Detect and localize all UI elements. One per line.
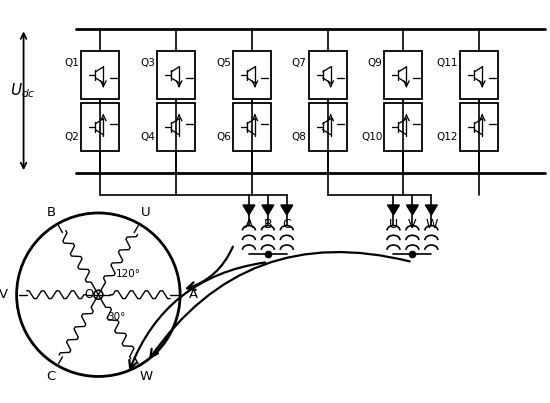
Text: Q6: Q6: [216, 132, 231, 142]
Polygon shape: [261, 124, 268, 132]
Text: Q1: Q1: [64, 58, 79, 68]
Bar: [309, 51, 346, 99]
Polygon shape: [185, 124, 192, 132]
Text: B: B: [263, 218, 272, 231]
Text: Q12: Q12: [437, 132, 458, 142]
Text: Q5: Q5: [216, 58, 231, 68]
Text: W: W: [139, 370, 152, 383]
Polygon shape: [425, 205, 437, 215]
Bar: [81, 51, 119, 99]
Bar: [233, 51, 271, 99]
Text: Q8: Q8: [292, 132, 307, 142]
Polygon shape: [185, 70, 192, 78]
Bar: [460, 103, 498, 151]
Text: Q9: Q9: [367, 58, 382, 68]
Polygon shape: [406, 205, 419, 215]
Polygon shape: [337, 124, 344, 132]
Text: W: W: [425, 218, 438, 231]
Polygon shape: [337, 70, 344, 78]
Text: Q10: Q10: [361, 132, 382, 142]
Bar: [157, 51, 195, 99]
Bar: [157, 103, 195, 151]
Text: A: A: [189, 288, 197, 301]
Polygon shape: [110, 124, 117, 132]
Polygon shape: [262, 205, 274, 215]
Text: Q11: Q11: [437, 58, 458, 68]
Text: $U_{dc}$: $U_{dc}$: [9, 81, 35, 100]
Text: U: U: [389, 218, 398, 231]
Bar: [233, 103, 271, 151]
Text: Q4: Q4: [140, 132, 155, 142]
Polygon shape: [413, 124, 420, 132]
Text: C: C: [46, 370, 56, 383]
Text: 120°: 120°: [116, 269, 141, 279]
Text: 30°: 30°: [107, 312, 126, 322]
Text: V: V: [408, 218, 417, 231]
Polygon shape: [110, 70, 117, 78]
Bar: [309, 103, 346, 151]
Text: C: C: [282, 218, 291, 231]
Polygon shape: [281, 205, 293, 215]
Polygon shape: [413, 70, 420, 78]
Text: Q3: Q3: [140, 58, 155, 68]
Polygon shape: [243, 205, 255, 215]
Text: O: O: [85, 288, 94, 301]
Polygon shape: [489, 70, 496, 78]
Polygon shape: [388, 205, 399, 215]
Bar: [460, 51, 498, 99]
Text: B: B: [46, 206, 56, 219]
Text: Q2: Q2: [64, 132, 79, 142]
Text: V: V: [0, 288, 8, 301]
Text: U: U: [141, 206, 151, 219]
Polygon shape: [489, 124, 496, 132]
Polygon shape: [261, 70, 268, 78]
Bar: [81, 103, 119, 151]
Text: Q7: Q7: [292, 58, 307, 68]
Bar: [384, 103, 422, 151]
Bar: [384, 51, 422, 99]
Text: A: A: [245, 218, 253, 231]
